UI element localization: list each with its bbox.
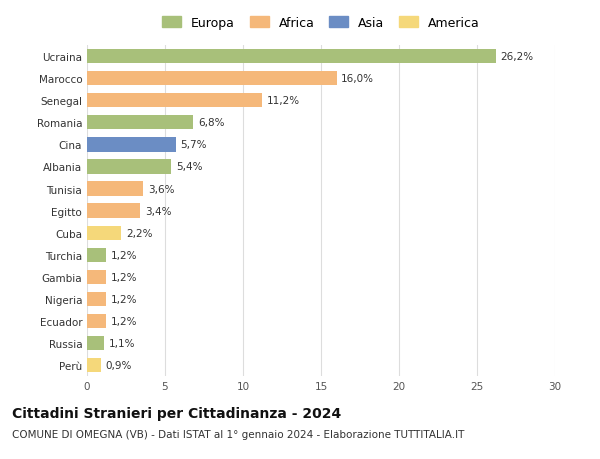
Bar [87, 270, 106, 285]
Bar [87, 72, 337, 86]
Text: Cittadini Stranieri per Cittadinanza - 2024: Cittadini Stranieri per Cittadinanza - 2… [12, 406, 341, 420]
Text: COMUNE DI OMEGNA (VB) - Dati ISTAT al 1° gennaio 2024 - Elaborazione TUTTITALIA.: COMUNE DI OMEGNA (VB) - Dati ISTAT al 1°… [12, 429, 464, 439]
Text: 2,2%: 2,2% [126, 228, 152, 238]
Text: 5,7%: 5,7% [181, 140, 207, 150]
Bar [87, 160, 171, 174]
Bar [87, 358, 101, 373]
Text: 1,2%: 1,2% [110, 272, 137, 282]
Bar [87, 204, 140, 218]
Text: 1,2%: 1,2% [110, 294, 137, 304]
Text: 6,8%: 6,8% [198, 118, 224, 128]
Bar [87, 116, 193, 130]
Bar [87, 94, 262, 108]
Bar [87, 182, 143, 196]
Text: 5,4%: 5,4% [176, 162, 202, 172]
Bar [87, 314, 106, 329]
Text: 26,2%: 26,2% [500, 52, 533, 62]
Bar [87, 292, 106, 307]
Bar [87, 50, 496, 64]
Bar [87, 226, 121, 241]
Text: 1,1%: 1,1% [109, 338, 136, 348]
Bar [87, 138, 176, 152]
Text: 3,6%: 3,6% [148, 184, 175, 194]
Text: 16,0%: 16,0% [341, 74, 374, 84]
Bar [87, 336, 104, 351]
Text: 11,2%: 11,2% [266, 96, 299, 106]
Text: 1,2%: 1,2% [110, 316, 137, 326]
Legend: Europa, Africa, Asia, America: Europa, Africa, Asia, America [160, 14, 482, 32]
Text: 1,2%: 1,2% [110, 250, 137, 260]
Text: 0,9%: 0,9% [106, 360, 132, 370]
Bar [87, 248, 106, 263]
Text: 3,4%: 3,4% [145, 206, 171, 216]
